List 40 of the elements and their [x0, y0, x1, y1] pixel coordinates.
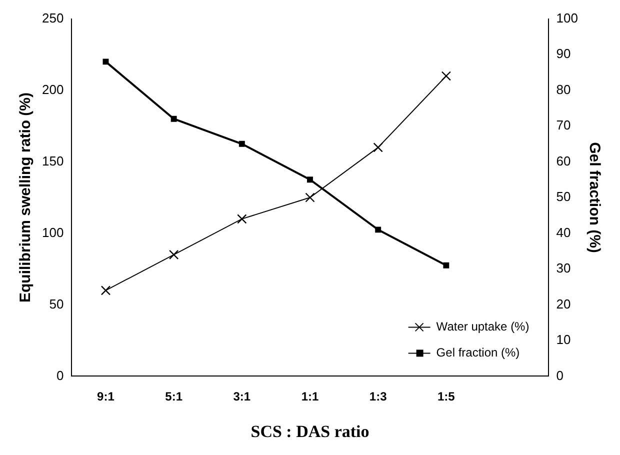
- y2-tick-label: 60: [556, 153, 571, 168]
- y-tick-label: 100: [42, 224, 64, 240]
- point: [307, 176, 313, 183]
- point: [238, 140, 245, 147]
- y-tick-label: 200: [42, 82, 64, 97]
- point: [375, 226, 382, 233]
- y2-tick-label: 50: [556, 189, 571, 204]
- y2-tick-label: 90: [556, 46, 571, 62]
- x-tick-label: 1:5: [438, 390, 456, 404]
- y-tick-label: 250: [42, 10, 64, 26]
- y2-tick-label: 40: [556, 224, 571, 240]
- point: [102, 58, 109, 65]
- y-tick-label: 0: [56, 368, 64, 383]
- legend-label: Water uptake (%): [436, 320, 530, 334]
- y2-tick-label: 0: [556, 368, 564, 383]
- point: [237, 214, 247, 224]
- y-tick-label: 50: [49, 296, 64, 312]
- y2-tick-label: 30: [556, 260, 571, 276]
- x-tick-label: 1:1: [301, 390, 319, 404]
- x-axis-title: SCS : DAS ratio: [250, 422, 370, 442]
- y2-tick-label: 100: [556, 10, 578, 26]
- y2-tick-label: 80: [556, 82, 571, 97]
- point: [373, 142, 383, 152]
- y2-tick-label: 70: [556, 118, 571, 133]
- point: [168, 250, 179, 260]
- point: [170, 116, 177, 122]
- point: [441, 71, 452, 81]
- y2-axis-title: Gel fraction (%): [586, 142, 603, 253]
- x-tick-label: 9:1: [97, 390, 115, 404]
- x-tick-label: 1:3: [369, 390, 388, 404]
- point: [100, 286, 111, 296]
- x-tick-label: 3:1: [233, 390, 251, 404]
- y-tick-label: 150: [42, 153, 64, 168]
- point: [443, 262, 450, 268]
- y2-tick-label: 20: [556, 296, 571, 312]
- y-axis-title: Equilibrium swelling ratio (%): [17, 92, 34, 303]
- point: [305, 192, 315, 202]
- legend-label: Gel fraction (%): [436, 346, 520, 360]
- x-tick-label: 5:1: [165, 390, 183, 404]
- y2-tick-label: 10: [556, 332, 571, 348]
